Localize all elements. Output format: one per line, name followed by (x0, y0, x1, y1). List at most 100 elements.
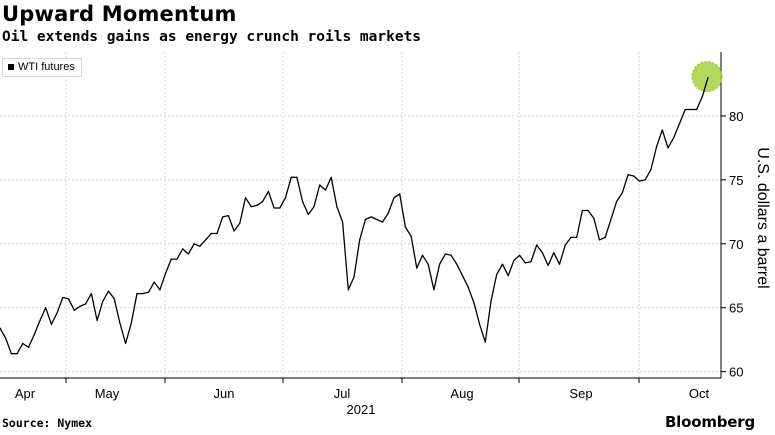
data-point (159, 289, 161, 291)
data-point (541, 252, 544, 254)
data-point (273, 207, 275, 209)
data-point (239, 222, 241, 224)
data-point (387, 212, 389, 214)
data-point (107, 290, 110, 292)
data-point (496, 273, 498, 276)
data-point (610, 218, 612, 221)
data-point (176, 258, 178, 260)
data-point (381, 221, 384, 223)
data-point (473, 301, 475, 304)
data-point (695, 108, 698, 111)
data-point (644, 179, 646, 181)
source-note: Source: Nymex (2, 416, 93, 430)
data-point (16, 353, 18, 355)
brand-logo: Bloomberg (664, 413, 755, 431)
data-point (359, 239, 361, 241)
data-point (673, 137, 675, 139)
x-tick-label: Jun (214, 386, 235, 401)
x-axis-year-label: 2021 (347, 402, 376, 417)
data-point (536, 244, 538, 246)
data-point (444, 253, 446, 255)
x-tick-label: Sep (569, 386, 592, 401)
data-point (125, 342, 127, 345)
data-point (667, 147, 669, 149)
data-point (27, 346, 30, 348)
data-point (604, 236, 606, 238)
data-point (656, 146, 658, 148)
data-point (210, 232, 212, 235)
data-point (638, 180, 641, 182)
data-point (507, 275, 509, 277)
data-point (290, 176, 292, 178)
y-ticks: 60 65 70 75 80 (721, 109, 743, 380)
chart-title: Upward Momentum (2, 2, 237, 26)
data-point (102, 300, 104, 302)
data-point (684, 108, 686, 111)
data-point (593, 217, 595, 219)
data-point (518, 254, 521, 256)
data-point (427, 263, 429, 265)
data-point (707, 76, 709, 79)
data-point (153, 281, 155, 283)
data-point (450, 254, 452, 256)
data-point (199, 245, 201, 247)
data-point (216, 232, 218, 235)
data-point (204, 239, 207, 241)
data-point (267, 190, 269, 192)
data-point (113, 298, 115, 300)
data-point (67, 298, 70, 300)
data-point (136, 293, 138, 295)
y-tick-label: 75 (729, 173, 743, 188)
data-point (187, 253, 190, 255)
legend-label: WTI futures (18, 61, 75, 73)
data-point (164, 272, 167, 274)
y-axis-label: U.S. dollars a barrel (754, 147, 771, 288)
data-point (461, 275, 464, 277)
data-point (45, 307, 47, 309)
data-point (244, 197, 247, 199)
data-point (119, 322, 121, 324)
data-point (233, 230, 235, 232)
data-point (433, 289, 435, 291)
data-point (484, 341, 486, 343)
data-point (10, 353, 13, 355)
data-point (296, 176, 298, 178)
data-point (570, 236, 572, 238)
data-point (370, 216, 372, 218)
data-point (130, 322, 132, 324)
data-point (347, 289, 349, 291)
data-point (467, 286, 469, 288)
data-point (353, 276, 355, 278)
data-point (90, 293, 92, 295)
data-point (227, 215, 229, 217)
data-point (170, 258, 172, 260)
data-point (85, 303, 87, 305)
data-point (284, 197, 287, 199)
latest-value-highlight (691, 61, 723, 93)
data-point (661, 129, 663, 131)
data-point (558, 263, 561, 265)
x-tick-label: Oct (689, 386, 710, 401)
gridlines (0, 52, 721, 378)
data-point (587, 209, 589, 212)
data-point (399, 193, 401, 195)
data-point (524, 262, 526, 264)
data-point (553, 252, 555, 254)
data-point (701, 96, 703, 98)
data-point (193, 243, 195, 245)
x-tick-label: Aug (450, 386, 473, 401)
data-point (421, 254, 424, 256)
data-point (307, 213, 309, 215)
data-point (73, 309, 75, 311)
data-point (513, 259, 515, 261)
data-point (479, 323, 481, 325)
data-point (650, 169, 652, 171)
y-tick-label: 70 (729, 237, 743, 252)
data-point (5, 337, 7, 339)
data-point (50, 323, 52, 325)
data-point (22, 342, 24, 345)
x-tick-label: Apr (15, 386, 36, 401)
legend: WTI futures (2, 58, 82, 77)
data-point (33, 333, 35, 336)
